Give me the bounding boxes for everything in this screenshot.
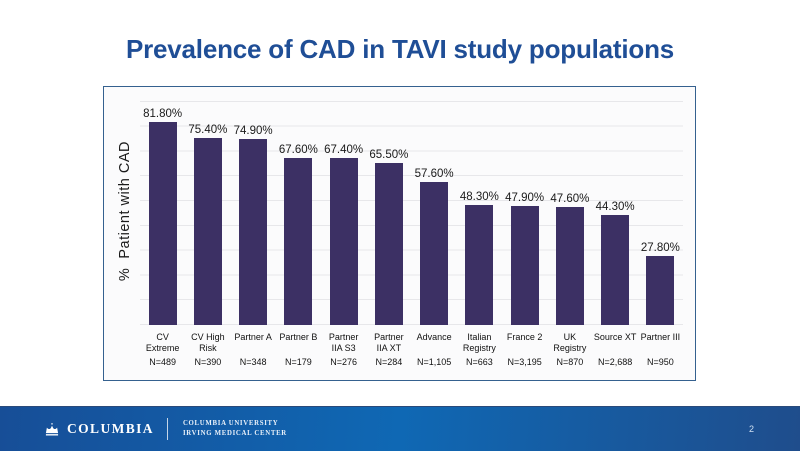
- x-n-label: N=663: [465, 357, 493, 367]
- x-axis-label: Partner IIA XT N=284: [366, 332, 411, 368]
- x-category-label: France 2: [506, 332, 543, 342]
- bar: [646, 256, 675, 325]
- x-category-label: UK Registry: [553, 332, 587, 354]
- chart-inner: % Patient with CAD 81.80% 75.40% 74.90% 67.…: [104, 87, 695, 368]
- x-n-label: N=179: [284, 357, 312, 367]
- bar: [148, 122, 177, 325]
- x-n-label: N=489: [149, 357, 177, 367]
- x-n-label: N=3,195: [507, 357, 542, 367]
- x-category-label: Partner IIA S3: [328, 332, 359, 354]
- bar-value-label: 67.60%: [278, 143, 318, 156]
- bar-value-label: 74.90%: [233, 125, 273, 138]
- x-axis-label: Advance N=1,105: [412, 332, 457, 368]
- plot-area: 81.80% 75.40% 74.90% 67.60% 67.40% 65.50% 57.6…: [140, 97, 683, 325]
- x-axis-label: France 2 N=3,195: [502, 332, 547, 368]
- bar-value-label: 44.30%: [595, 201, 635, 214]
- x-axis-label: Source XT N=2,688: [593, 332, 638, 368]
- columbia-crown-icon: [44, 422, 60, 437]
- bar-column: 44.30%: [593, 201, 638, 325]
- bar-value-label: 65.50%: [369, 148, 409, 161]
- bar-value-label: 81.80%: [143, 108, 183, 121]
- x-category-label: CV Extreme: [145, 332, 180, 354]
- x-n-label: N=284: [375, 357, 403, 367]
- bar: [329, 158, 358, 325]
- x-axis-label: CV Extreme N=489: [140, 332, 185, 368]
- x-n-label: N=1,105: [416, 357, 452, 367]
- columbia-brand: COLUMBIA COLUMBIA UNIVERSITY IRVING MEDI…: [44, 418, 287, 440]
- bar: [601, 215, 630, 325]
- x-axis-label: Partner III N=950: [638, 332, 683, 368]
- bar: [465, 205, 494, 325]
- bar-column: 57.60%: [412, 168, 457, 325]
- x-n-label: N=950: [646, 357, 674, 367]
- bar: [555, 207, 584, 325]
- bar-column: 27.80%: [638, 242, 683, 325]
- bar-value-label: 67.40%: [324, 144, 364, 156]
- bar-column: 81.80%: [140, 108, 185, 325]
- chart-body: 81.80% 75.40% 74.90% 67.60% 67.40% 65.50% 57.6…: [140, 97, 683, 368]
- x-axis-label: Partner A N=348: [231, 332, 276, 368]
- x-category-label: Advance: [416, 332, 452, 342]
- x-category-label: Partner III: [640, 332, 681, 342]
- x-n-label: N=390: [194, 357, 222, 367]
- footer-bar: COLUMBIA COLUMBIA UNIVERSITY IRVING MEDI…: [0, 406, 800, 451]
- bar: [239, 139, 268, 325]
- org-line2: IRVING MEDICAL CENTER: [182, 430, 287, 437]
- bar-column: 74.90%: [231, 125, 276, 325]
- x-n-label: N=2,688: [597, 357, 633, 367]
- bar-value-label: 47.60%: [550, 193, 590, 205]
- x-category-label: Partner IIA XT: [374, 332, 404, 354]
- columbia-wordmark: COLUMBIA: [67, 421, 154, 436]
- x-axis-label: Partner B N=179: [276, 332, 321, 368]
- org-name: COLUMBIA UNIVERSITY IRVING MEDICAL CENTE…: [183, 419, 287, 439]
- bar-value-label: 27.80%: [640, 242, 680, 255]
- x-category-label: CV High Risk: [191, 332, 225, 354]
- bar-column: 75.40%: [185, 124, 230, 325]
- bar: [284, 157, 313, 325]
- x-n-label: N=276: [330, 357, 358, 367]
- x-axis-label: Italian Registry N=663: [457, 332, 502, 368]
- bar-value-label: 48.30%: [459, 191, 499, 204]
- bar: [510, 206, 539, 325]
- bar-column: 67.40%: [321, 144, 366, 325]
- bar-column: 47.90%: [502, 192, 547, 325]
- bar-column: 67.60%: [276, 143, 321, 325]
- brand-divider: [166, 418, 168, 440]
- bar-value-label: 47.90%: [505, 192, 545, 205]
- x-n-label: N=870: [556, 357, 584, 367]
- bar-column: 47.60%: [547, 193, 592, 325]
- bar-value-label: 75.40%: [188, 124, 228, 137]
- bar-column: 48.30%: [457, 191, 502, 325]
- x-category-label: Partner B: [279, 332, 318, 342]
- y-axis-title: % Patient with CAD: [117, 140, 133, 282]
- page-number: 2: [748, 424, 754, 434]
- x-category-label: Partner A: [234, 332, 272, 342]
- x-axis-label: Partner IIA S3 N=276: [321, 332, 366, 368]
- slide-title: Prevalence of CAD in TAVI study populati…: [125, 34, 675, 64]
- bar-column: 65.50%: [366, 149, 411, 325]
- bar: [193, 138, 222, 325]
- x-axis: CV Extreme N=489 CV High Risk N=390 Partner …: [140, 332, 683, 368]
- x-category-label: Italian Registry: [462, 332, 496, 354]
- org-line1: COLUMBIA UNIVERSITY: [182, 420, 279, 428]
- x-category-label: Source XT: [593, 332, 637, 342]
- bar-value-label: 57.60%: [414, 168, 454, 181]
- bar: [420, 182, 449, 325]
- x-n-label: N=348: [239, 357, 267, 367]
- bar: [374, 162, 403, 325]
- chart-panel: % Patient with CAD 81.80% 75.40% 74.90% 67.…: [103, 86, 696, 381]
- x-axis-label: UK Registry N=870: [547, 332, 592, 368]
- y-axis-gutter: % Patient with CAD: [110, 97, 140, 325]
- x-axis-label: CV High Risk N=390: [185, 332, 230, 368]
